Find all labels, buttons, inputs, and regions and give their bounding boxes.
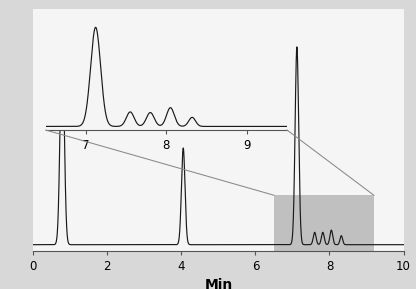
X-axis label: Min: Min [204,278,233,289]
Bar [274,195,374,251]
